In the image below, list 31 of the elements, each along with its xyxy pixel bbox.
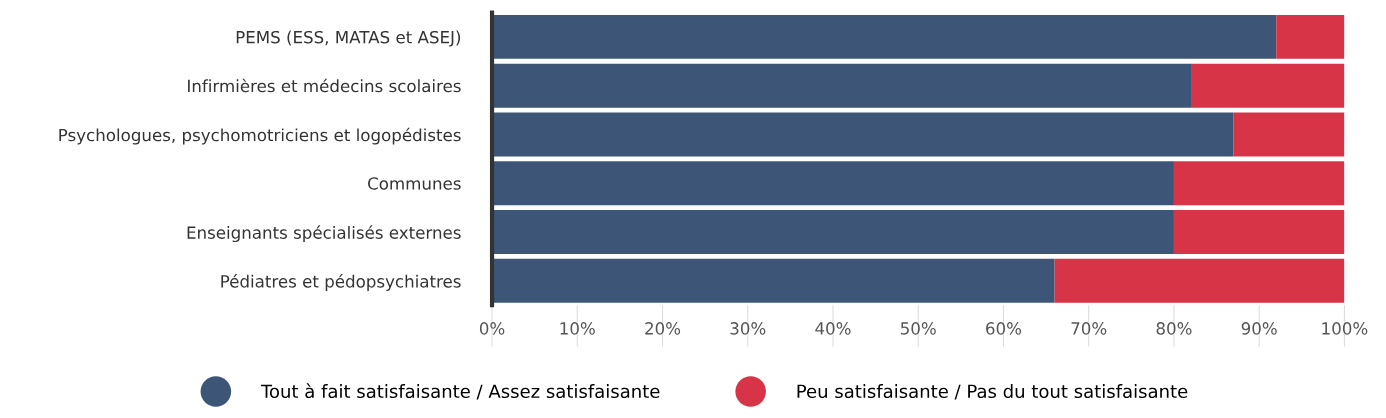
x-tick-label: 20% bbox=[645, 322, 681, 335]
x-tick-label: 50% bbox=[900, 322, 936, 335]
legend-label: Peu satisfaisante / Pas du tout satisfaisante bbox=[797, 384, 1188, 400]
bar bbox=[492, 63, 1191, 108]
bar bbox=[1173, 161, 1345, 206]
x-tick-label: 10% bbox=[560, 322, 595, 335]
bar bbox=[492, 210, 1174, 254]
bar bbox=[492, 258, 1055, 303]
y-tick-label: Pédiatres et pédopsychiatres bbox=[221, 274, 461, 291]
bar bbox=[1173, 210, 1345, 254]
x-tick-label: 80% bbox=[1156, 322, 1192, 335]
bar bbox=[492, 14, 1277, 59]
x-tick-label: 90% bbox=[1241, 322, 1277, 335]
legend-label: Tout à fait satisfaisante / Assez satisfaisante bbox=[260, 383, 660, 400]
x-tick-label: 70% bbox=[1071, 322, 1107, 335]
x-tick-label: 100% bbox=[1322, 322, 1368, 335]
bar bbox=[492, 112, 1234, 157]
bar bbox=[1190, 63, 1345, 108]
y-tick-label: Communes bbox=[368, 177, 461, 190]
bar bbox=[1233, 112, 1345, 157]
y-tick-label: Enseignants spécialisés externes bbox=[187, 225, 461, 243]
y-tick-label: Infirmières et médecins scolaires bbox=[188, 78, 461, 93]
bar bbox=[1276, 14, 1345, 59]
x-tick-label: 30% bbox=[730, 322, 766, 335]
bar bbox=[492, 161, 1174, 206]
y-tick-label: PEMS (ESS, MATAS et ASEJ) bbox=[236, 30, 461, 47]
bar bbox=[1054, 258, 1345, 303]
x-tick-label: 40% bbox=[815, 322, 851, 335]
y-tick-label: Psychologues, psychomotriciens et logopédistes bbox=[59, 127, 461, 145]
x-tick-label: 0% bbox=[479, 322, 505, 335]
x-tick-label: 60% bbox=[986, 322, 1022, 335]
